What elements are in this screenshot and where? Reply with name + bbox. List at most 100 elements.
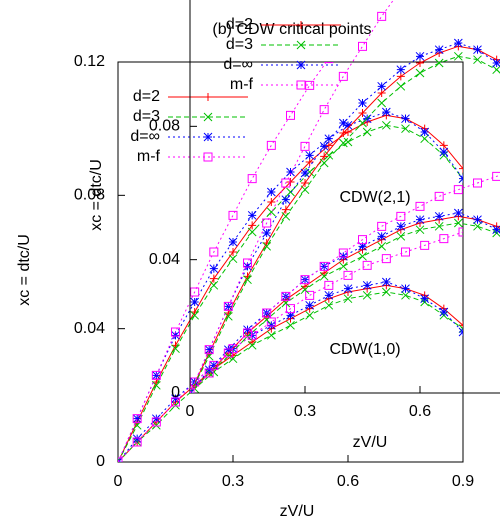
- data-point: [343, 270, 353, 280]
- data-point: [439, 234, 449, 244]
- data-point: [209, 247, 219, 257]
- data-point: [228, 354, 238, 364]
- data-point: [362, 280, 372, 290]
- data-point: [286, 304, 295, 314]
- legend-label: m-f: [230, 76, 254, 93]
- data-point: [300, 168, 310, 178]
- data-point: [247, 330, 257, 340]
- data-point: [362, 127, 372, 137]
- data-point: [459, 164, 463, 173]
- data-point: [132, 437, 142, 447]
- data-point: [338, 261, 348, 271]
- curve-label: CDW(2,1): [339, 189, 410, 206]
- data-point: [396, 221, 406, 231]
- data-point: [362, 260, 372, 270]
- data-point: [266, 320, 276, 330]
- plot-frame: [117, 61, 464, 463]
- data-point: [473, 55, 482, 65]
- data-point: [458, 324, 463, 334]
- data-point: [171, 400, 180, 410]
- x-tick-label: 0.6: [337, 473, 359, 490]
- data-point: [396, 81, 406, 91]
- data-point: [434, 45, 444, 55]
- data-point: [358, 41, 367, 51]
- data-point: [401, 284, 410, 294]
- data-point: [151, 370, 161, 380]
- data-point: [266, 330, 276, 340]
- legend-marker: [296, 80, 306, 90]
- data-point: [305, 290, 315, 300]
- data-point: [396, 231, 406, 241]
- y-tick-label: 0.08: [74, 187, 105, 204]
- data-point: [415, 201, 425, 211]
- data-point: [396, 211, 406, 221]
- data-point: [151, 417, 161, 427]
- data-point: [338, 118, 348, 128]
- legend-label: m-f: [137, 148, 161, 165]
- data-point: [204, 365, 214, 375]
- data-point: [381, 287, 391, 297]
- data-point: [362, 290, 372, 300]
- data-point: [204, 345, 214, 355]
- data-point: [358, 241, 367, 251]
- legend-label: d=∞: [130, 128, 160, 145]
- legend-marker: [296, 40, 306, 50]
- data-point: [223, 351, 233, 361]
- data-point: [248, 221, 257, 230]
- data-point: [434, 58, 444, 68]
- data-point: [473, 221, 482, 231]
- data-point: [358, 118, 367, 128]
- y-tick-label: 0.12: [74, 53, 105, 70]
- legend-label: d=3: [133, 108, 160, 125]
- data-point: [171, 397, 180, 407]
- data-point: [358, 251, 367, 261]
- data-point: [151, 370, 161, 380]
- data-point: [420, 134, 430, 144]
- data-point: [190, 377, 200, 387]
- data-point: [492, 171, 500, 181]
- chart: 00.040.080 0.3 0.6zV/Uxc = dtc/U(b) CDW cr…: [88, 0, 500, 451]
- data-point: [324, 290, 334, 300]
- data-point: [243, 275, 252, 285]
- x-tick-label: 0.3: [294, 403, 316, 420]
- data-point: [343, 120, 353, 130]
- data-point: [434, 191, 444, 201]
- data-point: [266, 187, 276, 197]
- data-point: [281, 205, 290, 214]
- curve-label: CDW(1,0): [329, 341, 400, 358]
- data-point: [266, 317, 276, 327]
- data-point: [319, 105, 329, 115]
- data-point: [377, 241, 387, 251]
- data-point: [223, 348, 233, 358]
- data-point: [223, 311, 233, 321]
- data-point: [338, 251, 348, 261]
- data-point: [266, 207, 276, 217]
- data-point: [401, 290, 410, 300]
- data-point: [262, 218, 272, 228]
- data-point: [300, 285, 310, 295]
- data-point: [229, 248, 237, 256]
- x-axis-label: zV/U: [280, 503, 315, 520]
- data-point: [320, 152, 329, 161]
- data-point: [151, 414, 161, 424]
- data-point: [281, 195, 291, 205]
- data-point: [319, 158, 329, 168]
- data-point: [190, 297, 200, 307]
- y-tick-label: 0: [171, 384, 180, 401]
- legend-label: d=∞: [223, 56, 253, 73]
- data-point: [171, 344, 180, 354]
- data-point: [401, 124, 410, 134]
- data-point: [420, 127, 430, 137]
- data-point: [358, 235, 367, 245]
- data-point: [190, 388, 195, 393]
- data-point: [262, 308, 272, 318]
- data-point: [319, 261, 329, 271]
- legend-marker: [297, 21, 305, 29]
- data-point: [377, 81, 387, 91]
- data-point: [420, 240, 430, 250]
- data-point: [204, 345, 214, 355]
- data-point: [377, 231, 387, 241]
- plot-area: [190, 0, 500, 393]
- y-axis-label: xc = dtc/U: [88, 159, 105, 231]
